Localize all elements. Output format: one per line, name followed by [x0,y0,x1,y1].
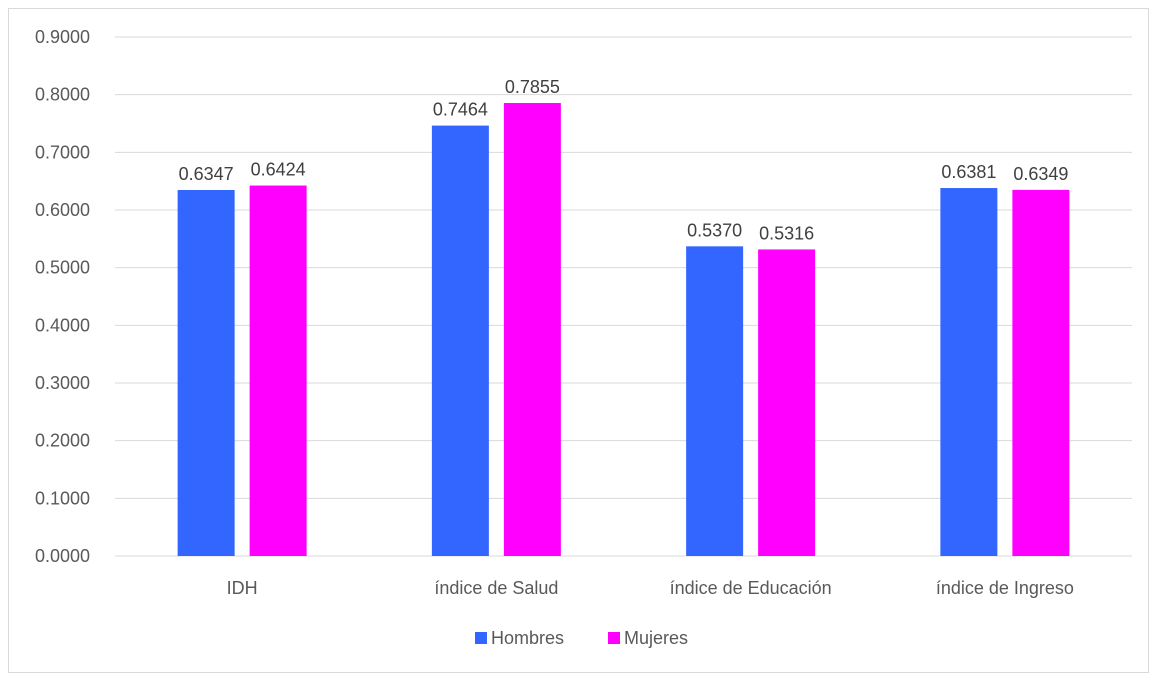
legend-label-hombres: Hombres [491,628,564,648]
data-label: 0.6381 [941,162,996,182]
bar-hombres-3 [940,188,998,557]
y-axis-tick-labels: 0.0000 0.1000 0.2000 0.3000 0.4000 0.5000 0.60… [35,27,90,566]
bar-hombres-2 [686,246,744,556]
legend-label-mujeres: Mujeres [624,628,688,648]
y-tick-label: 0.4000 [35,315,90,335]
data-label: 0.7464 [433,100,488,120]
data-label: 0.6347 [179,164,234,184]
data-label: 0.6349 [1013,164,1068,184]
bars [177,103,1070,557]
data-label: 0.6424 [251,160,306,180]
y-tick-label: 0.3000 [35,373,90,393]
category-label: IDH [227,578,258,598]
y-tick-label: 0.0000 [35,546,90,566]
x-axis-category-labels: IDH índice de Salud índice de Educación índ… [227,578,1074,598]
data-label: 0.5316 [759,223,814,243]
y-tick-label: 0.2000 [35,431,90,451]
bar-hombres-1 [431,125,489,557]
legend-swatch-hombres [475,632,487,644]
y-tick-label: 0.6000 [35,200,90,220]
data-labels: 0.6347 0.6424 0.7464 0.7855 0.5370 0.5316 0.63… [179,77,1069,243]
category-label: índice de Educación [670,578,832,598]
bar-mujeres-3 [1012,189,1070,556]
bar-mujeres-0 [249,185,307,557]
bar-mujeres-2 [758,249,816,556]
bar-hombres-0 [177,189,235,556]
legend: Hombres Mujeres [475,628,688,648]
y-tick-label: 0.8000 [35,85,90,105]
category-label: índice de Salud [434,578,558,598]
y-tick-label: 0.5000 [35,258,90,278]
category-label: índice de Ingreso [936,578,1074,598]
data-label: 0.7855 [505,77,560,97]
bar-mujeres-1 [503,103,561,557]
data-label: 0.5370 [687,220,742,240]
y-tick-label: 0.1000 [35,488,90,508]
legend-swatch-mujeres [608,632,620,644]
y-tick-label: 0.9000 [35,27,90,47]
y-tick-label: 0.7000 [35,142,90,162]
